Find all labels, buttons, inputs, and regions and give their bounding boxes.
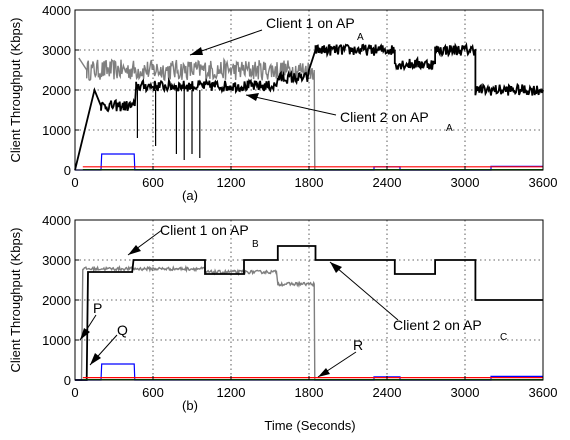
y-tick-label: 2000 [42, 293, 71, 308]
panel-b-ylabel: Client Throughput (Kbps) [8, 227, 23, 372]
annotation-client2-a: Client 2 on AP A [245, 93, 453, 134]
annotation-client1-a: Client 1 on AP A [189, 15, 364, 56]
y-tick-label: 2000 [42, 83, 71, 98]
y-tick-label: 4000 [42, 213, 71, 228]
y-tick-label: 0 [64, 163, 71, 178]
series-line-0 [75, 264, 543, 381]
annotation-p: P [79, 300, 102, 341]
x-tick-label: 0 [71, 385, 78, 400]
series-line-0 [78, 57, 543, 171]
y-tick-label: 3000 [42, 253, 71, 268]
x-tick-label: 2400 [373, 385, 402, 400]
y-tick-label: 3000 [42, 43, 71, 58]
y-tick-label: 1000 [42, 333, 71, 348]
panel-b-label: (b) [182, 398, 198, 413]
y-tick-label: 0 [64, 373, 71, 388]
y-tick-label: 1000 [42, 123, 71, 138]
annotation-q: Q [89, 322, 128, 366]
panel-b-xlabel: Time (Seconds) [264, 418, 355, 433]
annotation-client2-b-sub: C [500, 332, 507, 343]
annotation-r-text: R [353, 337, 363, 353]
x-tick-label: 600 [142, 175, 164, 190]
annotation-client1-b-sub: B [252, 239, 259, 250]
x-tick-label: 1800 [295, 175, 324, 190]
annotation-p-text: P [93, 300, 102, 316]
x-tick-label: 3600 [529, 385, 558, 400]
x-tick-label: 3000 [451, 385, 480, 400]
panel-a-chart: 0 600 1200 1800 2400 3000 3600 0 1000 2000 3000 400… [8, 3, 557, 203]
x-tick-label: 0 [71, 175, 78, 190]
x-tick-label: 3600 [529, 175, 558, 190]
annotation-client2-b: Client 2 on AP C [329, 261, 507, 343]
x-tick-label: 600 [142, 385, 164, 400]
annotation-client2-b-text: Client 2 on AP [393, 317, 482, 333]
y-tick-label: 4000 [42, 3, 71, 18]
x-tick-label: 3000 [451, 175, 480, 190]
x-tick-label: 1800 [295, 385, 324, 400]
series-line-1 [74, 42, 544, 171]
x-tick-label: 1200 [217, 175, 246, 190]
annotation-client1-b: Client 1 on AP B [127, 222, 259, 256]
x-tick-label: 2400 [373, 175, 402, 190]
annotation-client2-a-sub: A [446, 123, 453, 134]
annotation-r: R [317, 337, 363, 378]
panel-a-label: (a) [182, 188, 198, 203]
annotation-client1-a-text: Client 1 on AP [266, 15, 355, 31]
annotation-q-text: Q [117, 322, 128, 338]
panel-b-chart: 0 600 1200 1800 2400 3000 3600 0 1000 2000 3000 400… [8, 213, 557, 433]
panel-a-ylabel: Client Throughput (Kbps) [8, 17, 23, 162]
annotation-client1-a-sub: A [357, 32, 364, 43]
x-tick-label: 1200 [217, 385, 246, 400]
annotation-client2-a-text: Client 2 on AP [340, 109, 429, 125]
annotation-client1-b-text: Client 1 on AP [160, 222, 249, 238]
series-line-1 [75, 245, 543, 381]
